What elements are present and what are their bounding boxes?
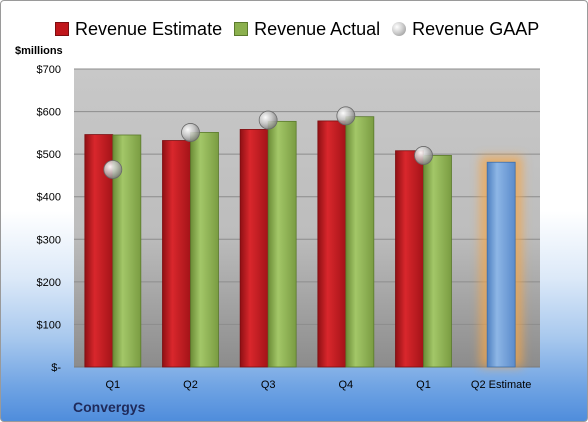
- legend-swatch-revenue-gaap: [392, 22, 407, 36]
- legend-label-revenue-estimate: Revenue Estimate: [75, 18, 223, 39]
- plot-area: [74, 69, 540, 367]
- x-tick-label: Q3: [261, 379, 276, 391]
- y-tick-label: $300: [37, 234, 61, 246]
- legend-item-revenue-actual: Revenue Actual: [234, 19, 380, 40]
- y-tick-label: $100: [37, 319, 61, 331]
- x-tick-label: Q4: [338, 379, 353, 391]
- y-tick-label: $700: [37, 64, 61, 76]
- y-tick-label: $500: [37, 149, 61, 161]
- legend-item-revenue-estimate: Revenue Estimate: [55, 19, 222, 40]
- gridlines: [74, 68, 540, 368]
- x-axis-tick-labels: Q1 Q2 Q3 Q4 Q1 Q2 Estimate: [105, 379, 531, 391]
- bar-revenue-estimate: [317, 120, 347, 368]
- bar-revenue-estimate: [239, 129, 269, 368]
- y-axis-tick-labels: $- $100 $200 $300 $400 $500 $600 $700: [37, 64, 62, 374]
- bar-revenue-actual: [267, 120, 297, 368]
- bar-revenue-estimate: [162, 140, 191, 368]
- gaap-markers: [103, 106, 433, 179]
- legend-swatch-revenue-estimate: [55, 22, 69, 36]
- y-axis-unit-label: $millions: [15, 45, 63, 57]
- x-tick-label: Q2 Estimate: [471, 379, 532, 391]
- y-tick-label: $600: [37, 107, 61, 119]
- legend-label-revenue-gaap: Revenue GAAP: [412, 18, 540, 39]
- bar-revenue-actual: [345, 116, 375, 368]
- marker-revenue-gaap: [414, 146, 433, 165]
- company-name: Convergys: [73, 399, 146, 415]
- x-tick-label: Q2: [183, 379, 198, 391]
- x-tick-label: Q1: [416, 379, 431, 391]
- marker-revenue-gaap: [258, 110, 278, 130]
- bar-q2-estimate: [486, 161, 516, 368]
- bar-revenue-estimate: [395, 150, 424, 368]
- y-tick-label: $400: [37, 192, 61, 204]
- y-tick-label: $200: [37, 277, 61, 289]
- bar-revenue-actual: [190, 132, 219, 368]
- legend-item-revenue-gaap: Revenue GAAP: [392, 19, 539, 40]
- bar-revenue-actual: [423, 155, 452, 368]
- x-tick-label: Q1: [105, 379, 120, 391]
- marker-revenue-gaap: [336, 106, 356, 126]
- y-tick-label: $-: [51, 362, 61, 374]
- marker-revenue-gaap: [103, 160, 123, 179]
- marker-revenue-gaap: [181, 123, 200, 142]
- legend-swatch-revenue-actual: [234, 22, 249, 36]
- legend-label-revenue-actual: Revenue Actual: [254, 18, 381, 39]
- chart-legend: Revenue Estimate Revenue Actual Revenue …: [55, 17, 551, 41]
